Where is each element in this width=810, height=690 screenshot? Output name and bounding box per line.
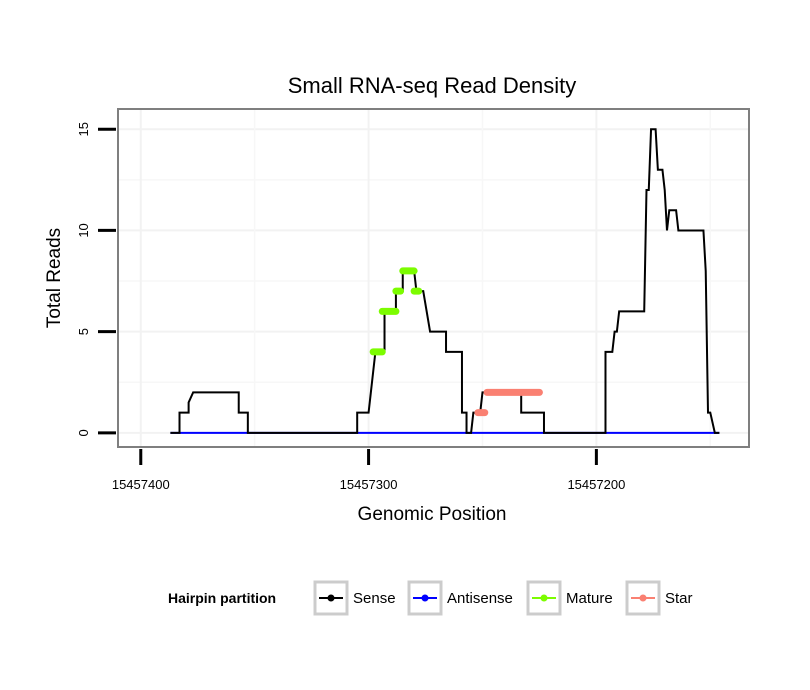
- plot-panel: [118, 109, 749, 447]
- x-axis-title: Genomic Position: [358, 504, 507, 525]
- legend-items: Sense Antisense Mature Star: [313, 580, 693, 616]
- chart-title: Small RNA-seq Read Density: [288, 73, 577, 98]
- data-series: [170, 128, 720, 434]
- legend-key-dot: [327, 594, 335, 602]
- legend-title: Hairpin partition: [168, 590, 276, 606]
- legend-key-dot: [639, 594, 647, 602]
- plot-panel-border: [117, 108, 750, 448]
- legend: Hairpin partition Sense Antisense Mature St…: [168, 580, 693, 616]
- y-tick-label: 5: [76, 328, 91, 335]
- x-tick-label: 15457200: [567, 477, 625, 492]
- y-axis-title: Total Reads: [44, 228, 65, 328]
- grid-lines: [118, 109, 749, 447]
- legend-label-star: Star: [665, 590, 693, 607]
- x-tick-label: 15457400: [112, 477, 170, 492]
- series-sense-line: [170, 128, 720, 434]
- x-axis: 15457400 15457300 15457200: [112, 449, 625, 492]
- legend-key-dot: [421, 594, 429, 602]
- legend-label-antisense: Antisense: [447, 590, 513, 607]
- legend-key-dot: [540, 594, 548, 602]
- x-tick-label: 15457300: [340, 477, 398, 492]
- y-tick-label: 10: [76, 223, 91, 237]
- y-tick-label: 0: [76, 429, 91, 436]
- y-tick-label: 15: [76, 122, 91, 136]
- legend-label-mature: Mature: [566, 590, 613, 607]
- y-axis: 0 5 10 15: [76, 122, 116, 436]
- legend-label-sense: Sense: [353, 590, 396, 607]
